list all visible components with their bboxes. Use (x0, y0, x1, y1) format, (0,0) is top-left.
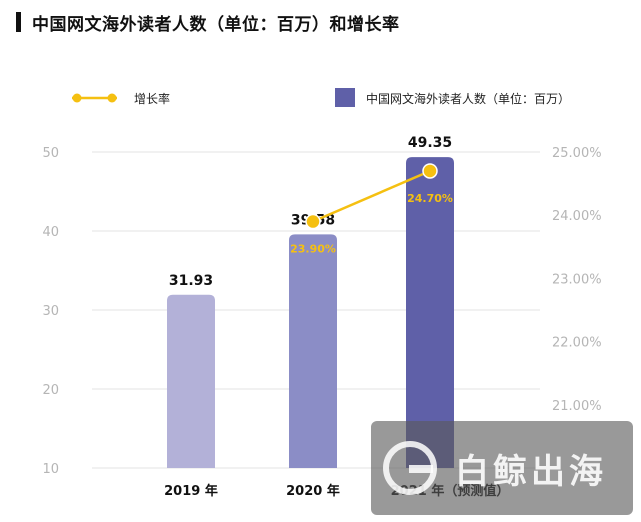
bar (167, 294, 215, 468)
growth-point (305, 213, 321, 230)
y-left-tick-label: 10 (42, 462, 59, 477)
bar (289, 234, 337, 468)
bar-value-label: 49.35 (408, 135, 452, 151)
chart-title: 中国网文海外读者人数（单位：百万）和增长率 (32, 15, 400, 35)
watermark: 白鲸出海 (371, 421, 633, 515)
whale-logo-icon (383, 441, 437, 495)
y-left-tick-label: 50 (42, 146, 59, 161)
y-right-tick-label: 23.00% (552, 272, 602, 287)
y-right-tick-label: 21.00% (552, 399, 602, 414)
x-tick-label: 2020 年 (286, 483, 340, 499)
y-right-tick-label: 25.00% (552, 146, 602, 161)
y-left-tick-label: 40 (42, 225, 59, 240)
watermark-text: 白鲸出海 (455, 451, 607, 492)
y-left-tick-label: 30 (42, 304, 59, 319)
bar (406, 157, 454, 468)
legend-line-marker (72, 93, 82, 103)
growth-line (312, 169, 431, 223)
growth-point (422, 163, 438, 179)
x-tick-label: 2019 年 (164, 483, 218, 499)
legend-bar-swatch (335, 88, 355, 107)
growth-value-label: 24.70% (407, 192, 453, 205)
legend-line-label: 增长率 (134, 91, 170, 106)
y-right-tick-label: 24.00% (552, 209, 602, 224)
growth-value-label: 23.90% (290, 243, 336, 256)
y-left-tick-label: 20 (42, 383, 59, 398)
title-marker (16, 12, 21, 32)
legend-line-marker (107, 93, 117, 103)
bar-value-label: 31.93 (169, 273, 213, 289)
legend-bar-label: 中国网文海外读者人数（单位：百万） (366, 91, 570, 106)
y-right-tick-label: 22.00% (552, 336, 602, 351)
